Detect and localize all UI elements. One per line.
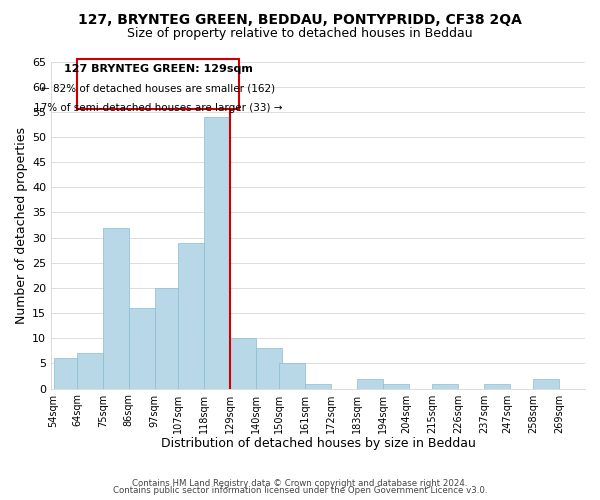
Bar [53,358,79,388]
Bar [129,308,155,388]
Text: Contains public sector information licensed under the Open Government Licence v3: Contains public sector information licen… [113,486,487,495]
Bar [155,288,181,388]
Bar [103,228,129,388]
Bar [204,117,230,388]
Text: 127 BRYNTEG GREEN: 129sqm: 127 BRYNTEG GREEN: 129sqm [64,64,253,74]
FancyBboxPatch shape [77,59,239,110]
Text: 17% of semi-detached houses are larger (33) →: 17% of semi-detached houses are larger (… [34,103,283,113]
Bar [230,338,256,388]
Text: 127, BRYNTEG GREEN, BEDDAU, PONTYPRIDD, CF38 2QA: 127, BRYNTEG GREEN, BEDDAU, PONTYPRIDD, … [78,12,522,26]
Bar [533,378,559,388]
X-axis label: Distribution of detached houses by size in Beddau: Distribution of detached houses by size … [161,437,476,450]
Bar [305,384,331,388]
Bar [484,384,510,388]
Y-axis label: Number of detached properties: Number of detached properties [15,126,28,324]
Bar [383,384,409,388]
Text: Contains HM Land Registry data © Crown copyright and database right 2024.: Contains HM Land Registry data © Crown c… [132,478,468,488]
Bar [256,348,281,389]
Bar [178,242,204,388]
Bar [357,378,383,388]
Text: ← 82% of detached houses are smaller (162): ← 82% of detached houses are smaller (16… [41,84,275,94]
Bar [432,384,458,388]
Text: Size of property relative to detached houses in Beddau: Size of property relative to detached ho… [127,28,473,40]
Bar [279,364,305,388]
Bar [77,354,103,388]
